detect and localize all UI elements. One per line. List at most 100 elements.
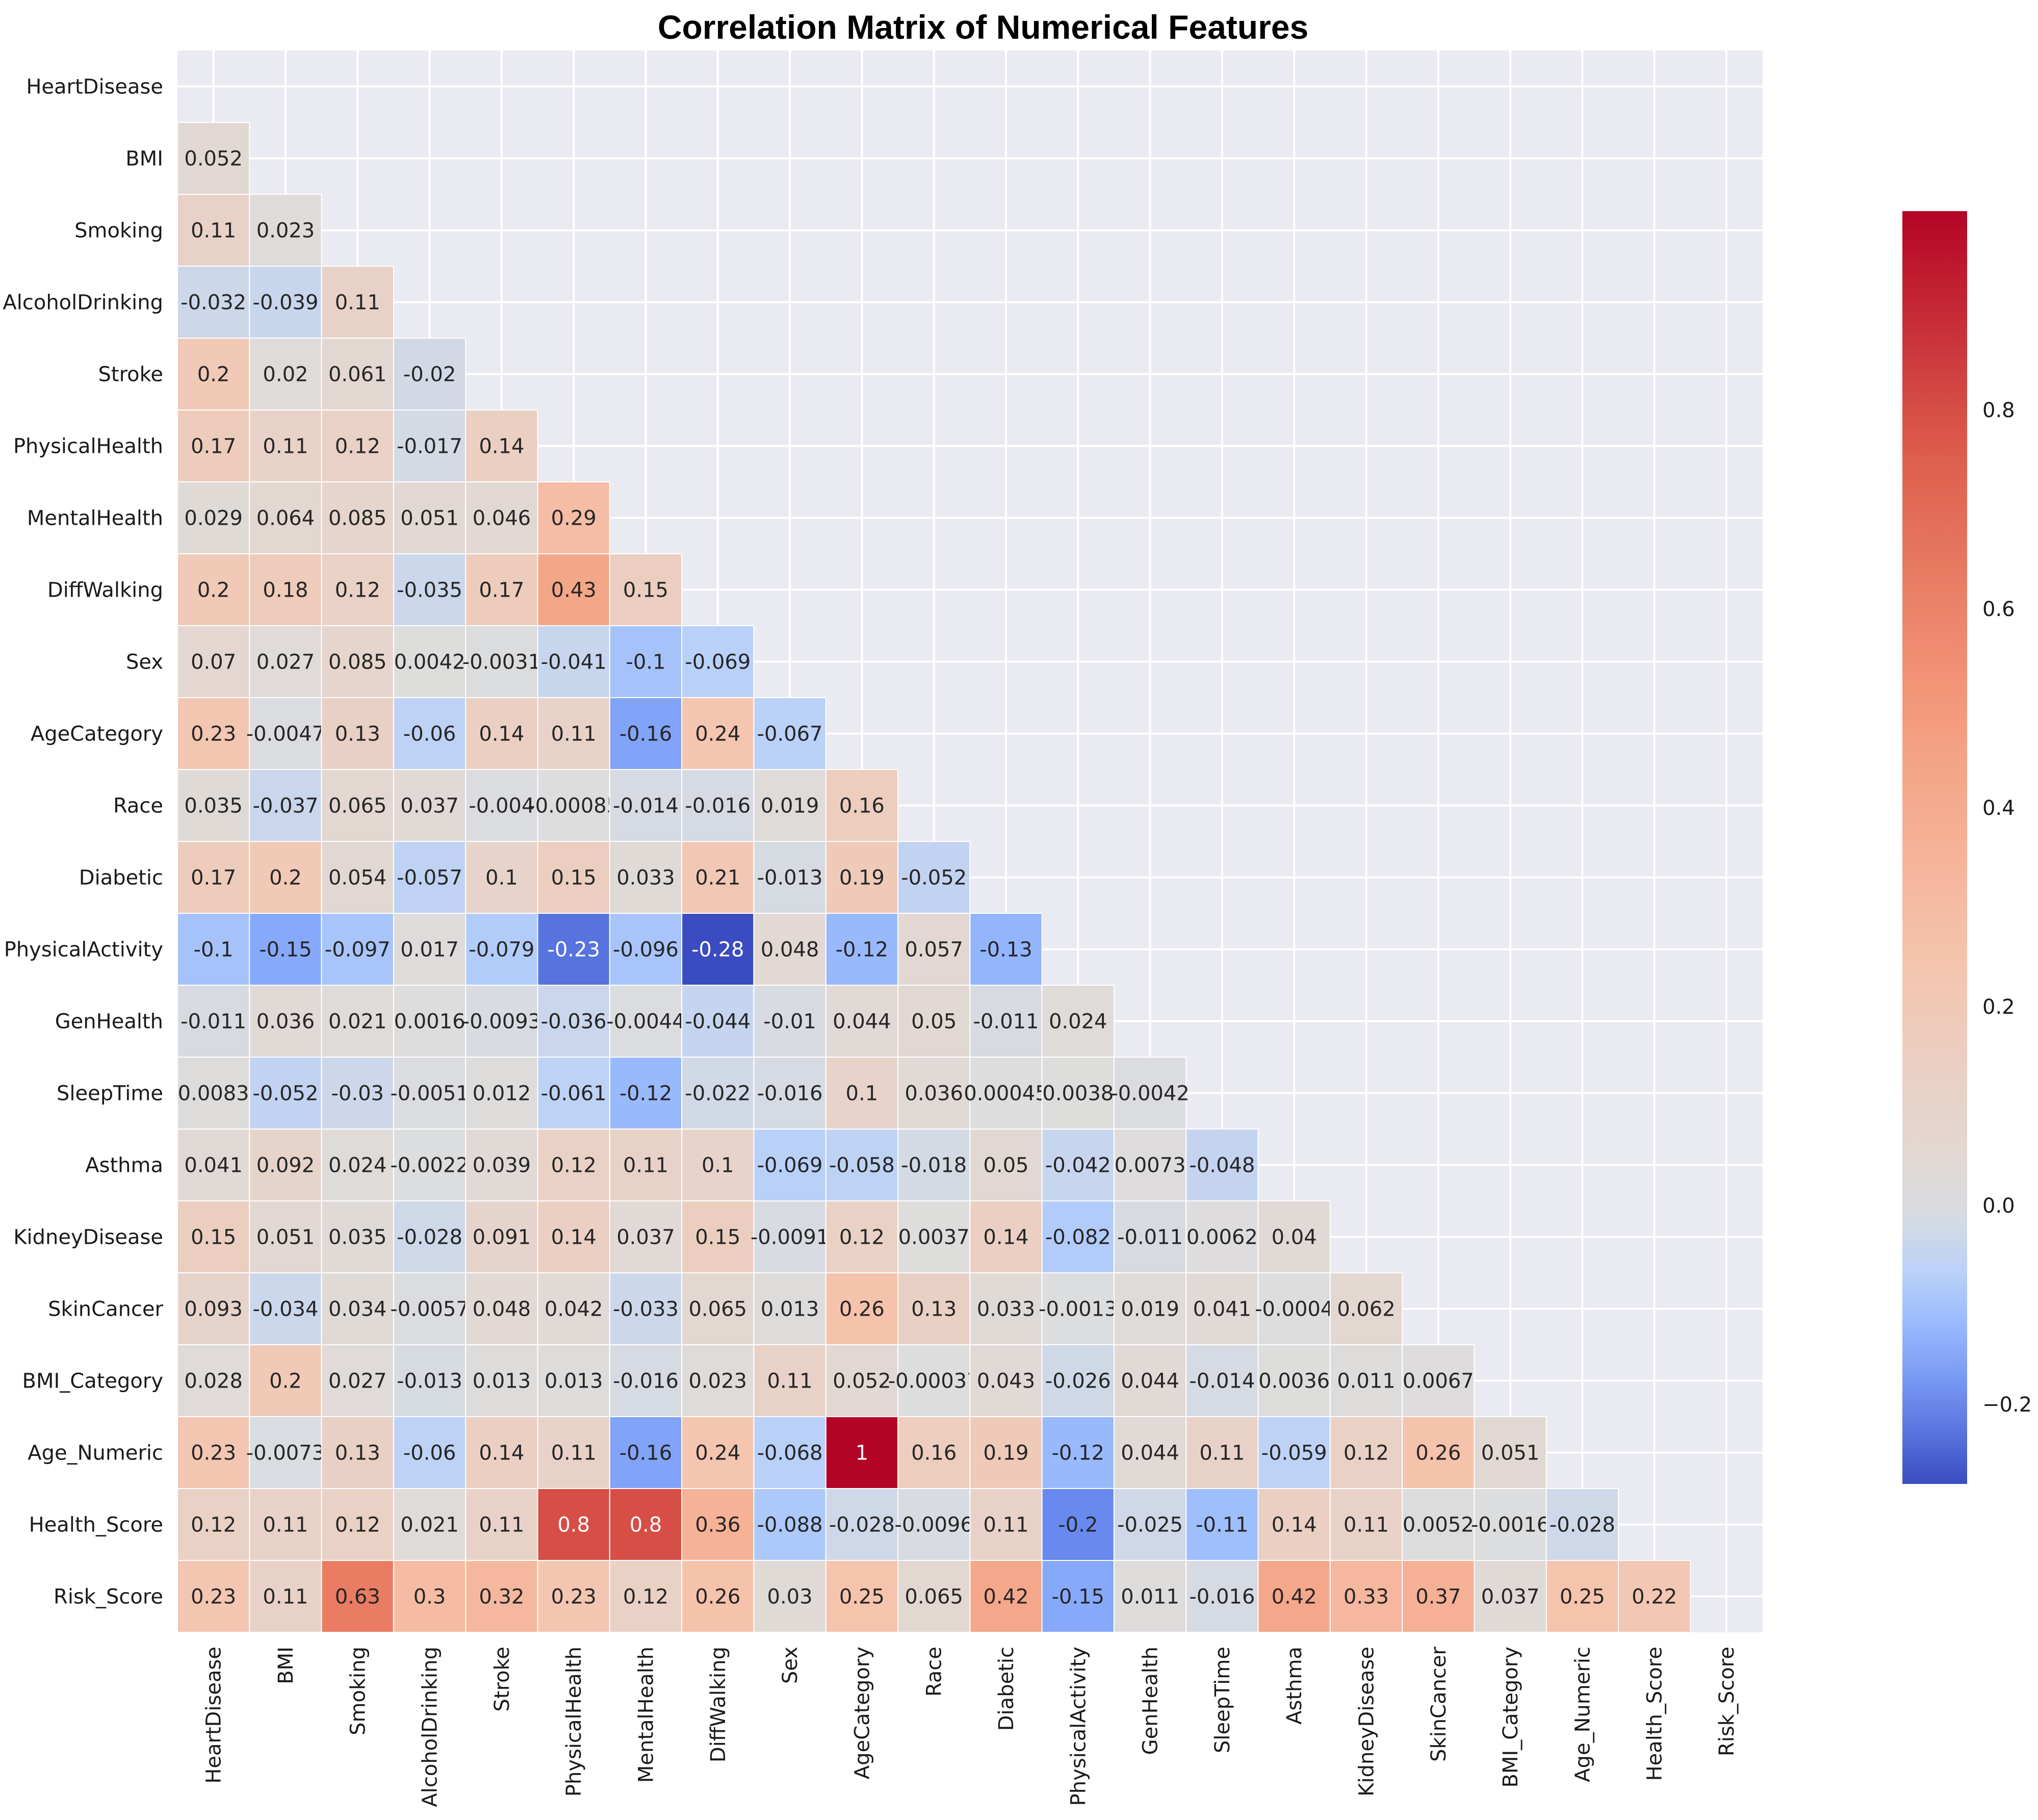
cell-value-label: 0.033 [977,1298,1036,1321]
colorbar-tick-label: 0.4 [1982,797,2015,820]
heatmap-cell-Health_Score-Smoking [321,1488,394,1561]
heatmap-cell-Age_Numeric-MentalHealth [609,1416,683,1489]
heatmap-cell-DiffWalking-AlcoholDrinking [393,553,467,626]
heatmap-cell-GenHealth-Smoking [321,985,394,1058]
cell-value-label: -0.068 [757,1442,823,1465]
cell-value-label: 0.12 [623,1585,668,1609]
x-tick-label: SkinCancer [1427,1646,1451,1761]
cell-value-label: 0.013 [545,1370,603,1393]
cell-value-label: 0.8 [557,1514,590,1537]
cell-value-label: -0.039 [252,291,318,315]
heatmap-cell-Risk_Score-AlcoholDrinking [393,1560,467,1633]
heatmap-cell-Sex-MentalHealth [609,625,683,698]
heatmap-cell-Diabetic-BMI [249,841,322,914]
cell-value-label: 0.14 [983,1226,1028,1249]
x-tick-label: Asthma [1283,1647,1306,1725]
cell-value-label: -0.00085 [528,794,620,818]
cell-value-label: -0.035 [397,579,462,602]
cell-value-label: -0.048 [1189,1154,1255,1177]
cell-value-label: 0.12 [335,435,380,458]
heatmap-cell-PhysicalActivity-MentalHealth [609,913,683,986]
cell-value-label: 0.8 [630,1514,662,1537]
cell-value-label: -0.016 [685,794,751,818]
heatmap-cell-Age_Numeric-Diabetic [969,1416,1043,1489]
cell-value-label: 0.013 [761,1298,819,1321]
cell-value-label: -0.058 [829,1154,895,1177]
cell-value-label: 0.0073 [1115,1154,1186,1177]
y-tick-label: BMI [125,147,163,171]
heatmap-cell-BMI_Category-AlcoholDrinking [393,1344,467,1417]
heatmap-cell-PhysicalActivity-PhysicalHealth [537,913,610,986]
cell-value-label: 0.07 [191,651,236,674]
heatmap-cell-SkinCancer-Race [897,1272,971,1345]
heatmap-cell-Sex-BMI [249,625,322,698]
cell-value-label: 0.024 [328,1154,387,1177]
x-tick-label: PhysicalActivity [1067,1647,1090,1806]
x-axis-tick-labels: HeartDisease BMI Smoking AlcoholDrinking Str… [202,1646,1739,1807]
cell-value-label: -0.0004 [1255,1298,1333,1321]
cell-value-label: -0.014 [613,794,679,818]
heatmap-cell-MentalHealth-Smoking [321,481,394,554]
cell-value-label: 0.091 [473,1226,531,1249]
heatmap-cell-Asthma-Diabetic [969,1129,1043,1201]
heatmap-cell-PhysicalHealth-HeartDisease [177,409,250,482]
y-tick-label: BMI_Category [22,1370,163,1393]
heatmap-cell-Health_Score-AlcoholDrinking [393,1488,467,1561]
heatmap-cell-Diabetic-MentalHealth [609,841,683,914]
cell-value-label: 0.42 [983,1585,1028,1609]
y-tick-label: Smoking [74,219,163,243]
cell-value-label: 0.04 [1272,1226,1317,1249]
heatmap-cell-SleepTime-PhysicalHealth [537,1057,610,1130]
heatmap-cell-SkinCancer-AlcoholDrinking [393,1272,467,1345]
heatmap-cell-PhysicalActivity-Diabetic [969,913,1043,986]
cell-value-label: -0.0022 [390,1154,469,1177]
cell-value-label: 0.14 [1272,1514,1317,1537]
heatmap-cell-GenHealth-Sex [753,985,827,1058]
heatmap-cell-BMI_Category-SkinCancer [1402,1344,1475,1417]
heatmap-cell-GenHealth-BMI [249,985,322,1058]
cell-value-label: 0.0062 [1186,1226,1258,1249]
heatmap-cell-KidneyDisease-Race [897,1200,971,1273]
cell-value-label: 0.12 [1344,1442,1389,1465]
heatmap-cell-BMI_Category-KidneyDisease [1329,1344,1403,1417]
cell-value-label: -0.0047 [246,723,325,746]
heatmap-cell-Race-Smoking [321,769,394,842]
heatmap-cell-BMI-HeartDisease [177,122,250,195]
cell-value-label: -0.1 [626,651,665,674]
heatmap-cell-Asthma-Race [897,1129,971,1201]
cell-value-label: 0.064 [256,507,315,530]
cell-value-label: 0.36 [695,1514,740,1537]
cell-value-label: 0.43 [551,579,597,602]
cell-value-label: 0.11 [263,1585,308,1609]
colorbar-tick-label: −0.2 [1982,1393,2032,1417]
cell-value-label: 0.051 [400,507,459,530]
cell-value-label: -0.069 [757,1154,823,1177]
x-tick-label: MentalHealth [634,1647,658,1783]
heatmap-cell-Diabetic-AgeCategory [825,841,898,914]
heatmap-cell-Asthma-AlcoholDrinking [393,1129,467,1201]
heatmap-cell-KidneyDisease-GenHealth [1113,1200,1187,1273]
cell-value-label: -0.0031 [462,651,541,674]
cell-value-label: 0.057 [905,938,963,962]
y-tick-label: SleepTime [57,1082,163,1106]
cell-value-label: -0.12 [836,938,889,962]
heatmap-cell-GenHealth-Stroke [465,985,538,1058]
heatmap-cell-PhysicalActivity-AgeCategory [825,913,898,986]
cell-value-label: 0.035 [328,1226,387,1249]
y-tick-label: Age_Numeric [28,1442,163,1465]
heatmap-cell-Sex-HeartDisease [177,625,250,698]
heatmap-cell-GenHealth-DiffWalking [681,985,755,1058]
heatmap-cell-Health_Score-PhysicalHealth [537,1488,610,1561]
heatmap-cell-Diabetic-Smoking [321,841,394,914]
heatmap-cell-SleepTime-DiffWalking [681,1057,755,1130]
heatmap-cell-SleepTime-Smoking [321,1057,394,1130]
heatmap-cell-SleepTime-Sex [753,1057,827,1130]
cell-value-label: 0.0052 [1403,1514,1474,1537]
cell-value-label: -0.0093 [462,1010,541,1034]
cell-value-label: -0.017 [397,435,462,458]
heatmap-cell-Age_Numeric-Race [897,1416,971,1489]
cell-value-label: 0.13 [335,723,380,746]
colorbar-tick-label: 0.8 [1982,399,2015,422]
y-tick-label: GenHealth [55,1010,163,1034]
cell-value-label: 0.05 [983,1154,1028,1177]
